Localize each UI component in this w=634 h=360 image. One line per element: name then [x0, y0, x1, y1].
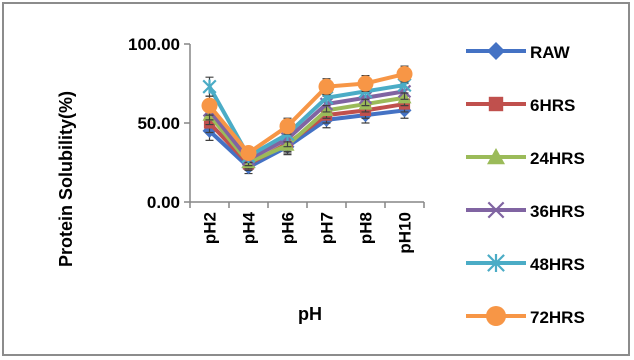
legend-label: 48HRS — [530, 255, 585, 274]
data-point-48hrs — [202, 79, 217, 94]
series-72hrs — [201, 65, 413, 162]
legend-marker — [487, 42, 505, 60]
legend-label: RAW — [530, 43, 571, 62]
legend-item-24hrs: 24HRS — [466, 148, 585, 168]
data-point-72hrs — [240, 145, 257, 162]
chart-svg: 0.00 50.00 100.00 pH2 pH4 pH6 pH7 pH8 pH10 Prote… — [56, 35, 585, 327]
legend-marker — [488, 96, 504, 112]
x-tick-label: pH4 — [240, 211, 259, 244]
y-tick-label: 100.00 — [128, 35, 180, 54]
chart-axes — [184, 43, 425, 208]
data-point-72hrs — [279, 118, 296, 135]
chart-ticks: 0.00 50.00 100.00 pH2 pH4 pH6 pH7 pH8 pH10 — [128, 35, 415, 254]
chart-legend: RAW 6HRS 24HRS 36HRS 48HRS 72HRS — [466, 42, 585, 327]
x-tick-label: pH7 — [318, 212, 337, 244]
data-point-72hrs — [357, 75, 374, 92]
legend-marker — [486, 306, 506, 326]
legend-label: 24HRS — [530, 149, 585, 168]
legend-marker — [487, 148, 505, 165]
y-tick-label: 50.00 — [137, 114, 180, 133]
data-point-72hrs — [396, 66, 413, 83]
y-axis-title: Protein Solubility(%) — [56, 91, 76, 267]
legend-item-36hrs: 36HRS — [466, 201, 585, 221]
x-tick-label: pH2 — [201, 212, 220, 244]
legend-item-72hrs: 72HRS — [466, 306, 585, 327]
legend-marker — [487, 254, 505, 272]
data-point-72hrs — [318, 78, 335, 95]
legend-label: 6HRS — [530, 96, 575, 115]
x-tick-label: pH8 — [357, 212, 376, 244]
x-tick-label: pH10 — [396, 212, 415, 254]
legend-marker — [487, 201, 505, 219]
legend-item-raw: RAW — [466, 42, 571, 62]
legend-item-6hrs: 6HRS — [466, 96, 575, 115]
legend-label: 36HRS — [530, 202, 585, 221]
x-axis-title: pH — [298, 304, 322, 324]
legend-item-48hrs: 48HRS — [466, 254, 585, 274]
data-point-72hrs — [201, 97, 218, 114]
chart-series — [201, 65, 413, 175]
chart-frame: 0.00 50.00 100.00 pH2 pH4 pH6 pH7 pH8 pH10 Prote… — [2, 2, 630, 356]
x-tick-label: pH6 — [279, 212, 298, 244]
legend-label: 72HRS — [530, 308, 585, 327]
y-tick-label: 0.00 — [147, 193, 180, 212]
